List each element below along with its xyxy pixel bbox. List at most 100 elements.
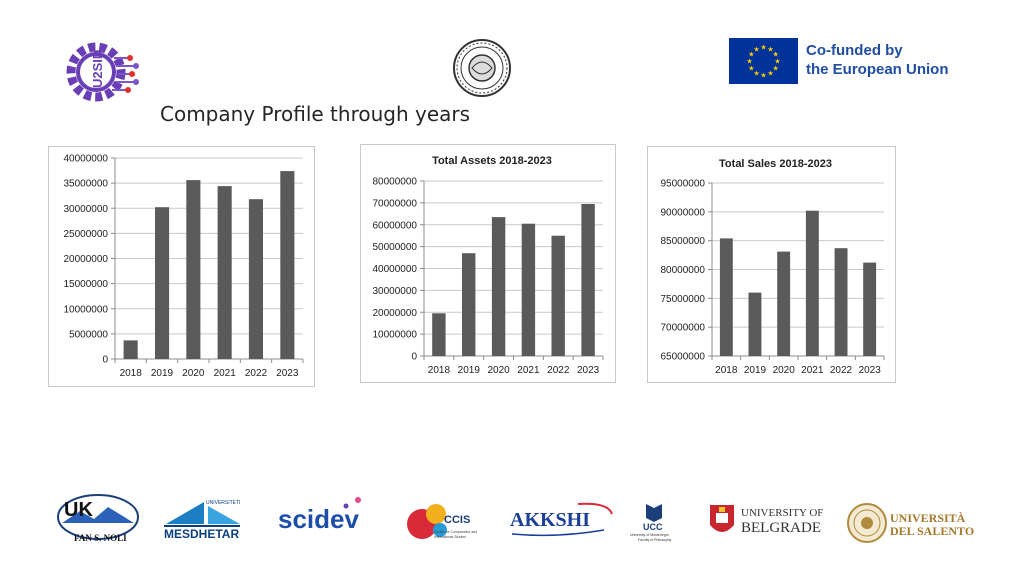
chart-title: Total Sales 2018-2023 [719, 158, 832, 170]
bar-total-assets-2018 [432, 313, 446, 356]
logo-fan-noli: UK FAN S. NOLI [56, 493, 140, 545]
fan-noli-mark: UK [64, 499, 93, 521]
eu-line-2: the European Union [806, 61, 949, 78]
eu-star-icon: ★ [772, 51, 778, 59]
x-tick-label: 2022 [830, 365, 853, 376]
x-tick-label: 2023 [859, 365, 882, 376]
logo-university-belgrade: UNIVERSITY OF BELGRADE [708, 503, 828, 543]
eu-star-icon: ★ [748, 51, 754, 59]
eu-star-icon: ★ [753, 45, 759, 53]
chart-total-assets: Total Assets 2018-2023 80000000 70000000 60… [360, 144, 616, 383]
ucc-sub-2: Faculty of Philosophy [638, 538, 672, 542]
x-tick-label: 2023 [577, 365, 600, 376]
salento-line-2: DEL SALENTO [890, 524, 975, 538]
bar-total-assets-2019 [462, 253, 476, 356]
ccis-text: CCIS [444, 514, 471, 526]
x-tick-label: 2019 [744, 365, 767, 376]
x-tick-label: 2018 [428, 365, 451, 376]
y-tick-label: 0 [411, 352, 417, 363]
y-tick-label: 35000000 [64, 179, 109, 190]
belgrade-line-1: UNIVERSITY OF [741, 507, 824, 519]
bar-company-profile-2018 [123, 340, 138, 359]
eu-star-icon: ★ [772, 65, 778, 73]
chart-total-assets-svg: Total Assets 2018-2023 80000000 70000000 60… [373, 155, 604, 376]
eu-star-icon: ★ [774, 58, 780, 66]
ucc-sub-1: University of Montenegro [630, 533, 669, 537]
y-tick-label: 70000000 [373, 198, 418, 209]
y-tick-label: 20000000 [373, 308, 418, 319]
x-tick-label: 2021 [517, 365, 540, 376]
bar-total-assets-2022 [551, 235, 565, 356]
akkshi-text: AKKSHI [510, 509, 591, 531]
x-tick-label: 2019 [151, 368, 174, 379]
chart-title: Total Assets 2018-2023 [432, 155, 552, 167]
u2sid-logo: U2SID [64, 36, 140, 108]
x-tick-label: 2021 [214, 368, 237, 379]
bar-company-profile-2020 [186, 180, 201, 359]
y-tick-label: 20000000 [64, 254, 109, 265]
page-title: Company Profile through years [160, 102, 471, 126]
logo-ccis: CCIS Centre for Comparative and Internat… [404, 500, 492, 544]
y-tick-label: 60000000 [373, 220, 418, 231]
x-tick-label: 2020 [182, 368, 205, 379]
belgrade-line-2: BELGRADE [741, 520, 821, 536]
bar-total-sales-2018 [719, 238, 733, 356]
logo-universita-salento: UNIVERSITÀ DEL SALENTO [846, 502, 974, 544]
y-tick-label: 30000000 [64, 204, 109, 215]
bar-total-assets-2023 [581, 204, 595, 356]
logo-akkshi: AKKSHI [508, 500, 616, 540]
bar-company-profile-2021 [217, 186, 232, 359]
y-tick-label: 10000000 [373, 330, 418, 341]
x-tick-label: 2020 [487, 365, 510, 376]
eu-star-icon: ★ [767, 45, 773, 53]
eu-star-icon: ★ [760, 72, 766, 80]
y-tick-label: 40000000 [373, 264, 418, 275]
eu-star-icon: ★ [760, 44, 766, 52]
y-tick-label: 95000000 [661, 179, 706, 190]
y-tick-label: 80000000 [661, 265, 706, 276]
fan-noli-text: FAN S. NOLI [74, 533, 127, 543]
bar-total-sales-2021 [805, 210, 819, 356]
bar-total-assets-2021 [521, 223, 536, 356]
logo-mesdhetar: UNIVERSITETI MESDHETAR [160, 498, 244, 541]
y-tick-label: 5000000 [69, 329, 108, 340]
university-seal [452, 38, 512, 98]
y-tick-label: 70000000 [661, 323, 706, 334]
bar-total-assets-2020 [491, 217, 506, 356]
logo-ucc: UCC University of Montenegro Faculty of … [630, 502, 678, 544]
x-tick-label: 2021 [801, 365, 824, 376]
y-tick-label: 65000000 [661, 352, 706, 363]
logo-scidev: scidev [278, 494, 370, 538]
svg-text:U2SID: U2SID [90, 50, 105, 88]
salento-line-1: UNIVERSITÀ [890, 511, 966, 525]
x-tick-label: 2018 [120, 368, 143, 379]
x-tick-label: 2018 [715, 365, 738, 376]
x-tick-label: 2023 [276, 368, 299, 379]
y-tick-label: 30000000 [373, 286, 418, 297]
ucc-text: UCC [643, 522, 663, 532]
y-tick-label: 15000000 [64, 279, 109, 290]
chart-total-sales-svg: Total Sales 2018-2023 95000000 90000000 850… [661, 158, 885, 376]
chart-company-profile-svg: 40000000 35000000 30000000 25000000 20000000… [64, 154, 304, 379]
y-tick-label: 40000000 [64, 154, 109, 165]
x-tick-label: 2022 [245, 368, 268, 379]
chart-total-sales: Total Sales 2018-2023 95000000 90000000 850… [647, 146, 896, 383]
eu-line-1: Co-funded by [806, 42, 903, 59]
bar-total-sales-2020 [777, 251, 791, 356]
mesdhetar-top: UNIVERSITETI [206, 500, 241, 506]
y-tick-label: 10000000 [64, 304, 109, 315]
bar-company-profile-2023 [280, 171, 295, 359]
x-tick-label: 2019 [458, 365, 481, 376]
x-tick-label: 2020 [773, 365, 796, 376]
eu-star-icon: ★ [753, 70, 759, 78]
eu-star-icon: ★ [746, 58, 752, 66]
eu-star-icon: ★ [767, 70, 773, 78]
y-tick-label: 85000000 [661, 236, 706, 247]
bar-total-sales-2022 [834, 248, 848, 356]
ccis-subtitle: Centre for Comparative and International… [434, 530, 478, 539]
y-tick-label: 50000000 [373, 242, 418, 253]
bar-total-sales-2023 [863, 262, 877, 356]
y-tick-label: 75000000 [661, 294, 706, 305]
bar-total-sales-2019 [748, 292, 762, 356]
eu-star-icon: ★ [748, 65, 754, 73]
